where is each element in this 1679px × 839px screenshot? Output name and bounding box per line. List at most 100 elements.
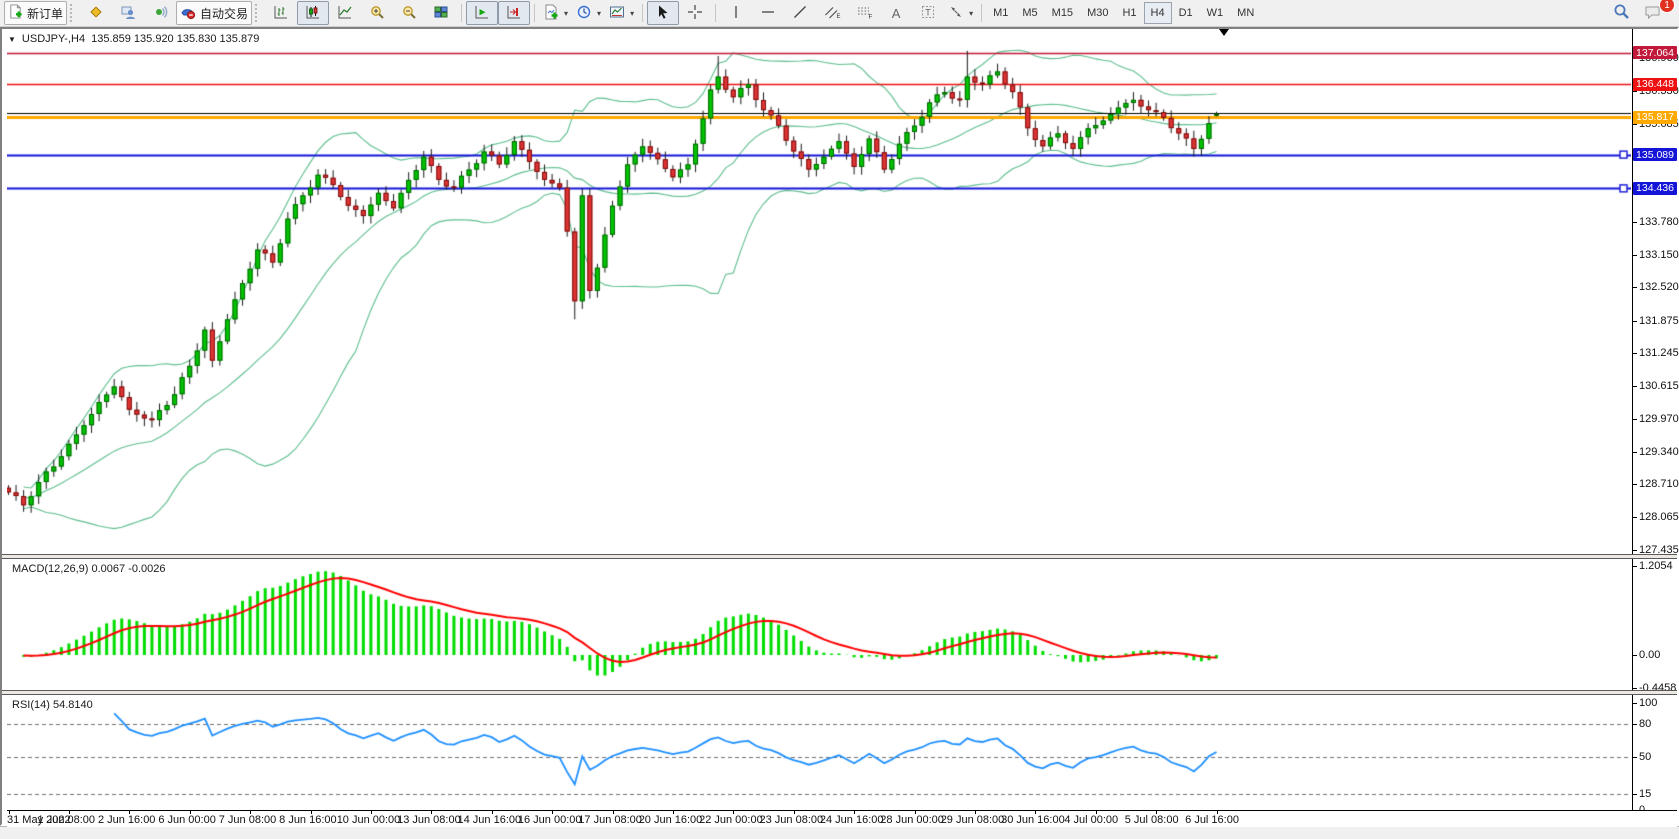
axis-tick-mark (672, 811, 674, 814)
arrows-button[interactable]: ▾ (944, 1, 977, 25)
axis-tick-label: 131.875 (1639, 314, 1679, 327)
hline-button[interactable] (752, 1, 784, 25)
fibonacci-button[interactable]: F (848, 1, 880, 25)
axis-tick-mark (1633, 353, 1637, 355)
price-line-label[interactable]: 137.064 (1633, 46, 1677, 60)
new-chart-button[interactable]: ▾ (539, 1, 572, 25)
axis-tick-label: 128.065 (1639, 511, 1679, 524)
panel-splitter[interactable] (2, 690, 1677, 695)
time-axis[interactable]: 31 May 2022 1 Jun 08:00 2 Jun 16:00 6 Jun 0… (7, 810, 1677, 827)
time-tick-label: 20 Jun 16:00 (638, 814, 703, 826)
macd-label: MACD(12,26,9) 0.0067 -0.0026 (12, 563, 166, 575)
main-chart-canvas[interactable] (7, 29, 1631, 555)
zoom-out-button[interactable] (393, 1, 425, 25)
timeframe-m1-button[interactable]: M1 (993, 7, 1009, 19)
axis-tick-label: 15 (1639, 787, 1652, 800)
new-order-label: 新订单 (27, 6, 64, 21)
new-order-button[interactable]: 新订单 (4, 1, 68, 25)
current-price-label[interactable]: 135.817 (1633, 110, 1677, 124)
axis-tick-label: 128.710 (1639, 478, 1679, 491)
trendline-button[interactable] (784, 1, 816, 25)
chart-title: ▼ USDJPY-,H4 135.859 135.920 135.830 135… (8, 33, 259, 45)
profiles-button[interactable]: ▾ (572, 1, 605, 25)
chart-ohlc-values: 135.859 135.920 135.830 135.879 (91, 33, 260, 45)
line-chart-icon (337, 4, 353, 23)
time-tick-label: 28 Jun 00:00 (880, 814, 944, 826)
panel-splitter[interactable] (2, 554, 1677, 559)
timeframe-m30-button[interactable]: M30 (1087, 7, 1109, 19)
axis-tick-label: 80 (1639, 718, 1652, 731)
toolbar-separator (981, 4, 983, 22)
profile-icon (120, 4, 136, 23)
chat-button[interactable]: 1 (1637, 0, 1675, 25)
price-line-label[interactable]: 134.436 (1633, 181, 1677, 195)
label-button[interactable]: T (912, 1, 944, 25)
cursor-button[interactable] (647, 1, 680, 25)
alerts-button[interactable] (144, 1, 176, 25)
time-tick-label: 30 Jun 16:00 (1001, 814, 1065, 826)
time-tick-label: 6 Jul 16:00 (1185, 814, 1239, 826)
tile-windows-button[interactable] (425, 1, 457, 25)
axis-tick-mark (370, 811, 372, 814)
price-line-label[interactable]: 135.089 (1633, 148, 1677, 162)
toolbar-separator (642, 4, 644, 22)
timeframe-mn-button[interactable]: MN (1237, 7, 1255, 19)
time-tick-label: 17 Jun 08:00 (578, 814, 642, 826)
toolbar: 新订单 自动交易 ▾ ▾ ▾ E F A T ▾ (0, 0, 1679, 27)
fibonacci-icon: F (856, 4, 873, 23)
axis-tick-mark (1633, 222, 1637, 224)
axis-tick-mark (1633, 793, 1637, 795)
crosshair-button[interactable] (679, 1, 711, 25)
bar-chart-button[interactable] (265, 1, 297, 25)
chevron-down-icon[interactable]: ▼ (8, 34, 16, 44)
profile-button[interactable] (112, 1, 144, 25)
autotrading-button[interactable]: 自动交易 (176, 1, 253, 25)
axis-tick-label: 129.340 (1639, 445, 1679, 458)
price-line-label[interactable]: 136.448 (1633, 77, 1677, 91)
channel-button[interactable]: E (816, 1, 848, 25)
auto-scroll-icon (474, 4, 490, 23)
text-icon: A (891, 5, 901, 21)
axis-tick-mark (1216, 811, 1218, 814)
toolbar-grip (255, 4, 262, 22)
search-button[interactable] (1605, 1, 1637, 25)
svg-text:F: F (868, 14, 872, 20)
time-tick-label: 2 Jun 16:00 (97, 814, 156, 826)
vline-button[interactable] (720, 1, 752, 25)
rsi-panel-canvas[interactable] (7, 696, 1631, 810)
axis-tick-mark (1156, 811, 1158, 814)
svg-text:E: E (836, 14, 840, 20)
axis-tick-mark (129, 811, 131, 814)
timeframe-buttons: M1 M5 M15 M30 H1 H4 D1 W1 MN (986, 2, 1261, 24)
time-tick-label: 13 Jun 08:00 (397, 814, 461, 826)
timeframe-m5-button[interactable]: M5 (1022, 7, 1038, 19)
candlestick-button[interactable] (297, 1, 330, 25)
zoom-in-button[interactable] (361, 1, 393, 25)
vline-icon (728, 4, 744, 23)
new-order-icon (8, 4, 23, 22)
templates-button[interactable]: ▾ (605, 1, 638, 25)
axis-tick-mark (1633, 566, 1637, 568)
axis-tick-mark (1633, 703, 1637, 704)
axis-tick-mark (1633, 517, 1637, 519)
timeframe-d1-button[interactable]: D1 (1178, 7, 1193, 19)
auto-scroll-button[interactable] (466, 1, 499, 25)
time-tick-label: 14 Jun 16:00 (457, 814, 522, 826)
zoom-in-icon (369, 4, 385, 23)
timeframe-h1-button[interactable]: H1 (1122, 7, 1137, 19)
chart-shift-marker[interactable] (1218, 29, 1229, 36)
axis-tick-mark (1633, 123, 1637, 125)
chart-shift-button[interactable] (498, 1, 531, 25)
text-button[interactable]: A (880, 1, 912, 25)
timeframe-w1-button[interactable]: W1 (1206, 7, 1224, 19)
axis-tick-mark (491, 811, 493, 814)
toolbar-separator (534, 4, 536, 22)
time-tick-label: 24 Jun 16:00 (819, 814, 884, 826)
timeframe-h4-button[interactable]: H4 (1143, 2, 1172, 24)
macd-panel-canvas[interactable] (7, 560, 1631, 690)
toolbar-separator (461, 4, 463, 22)
line-chart-button[interactable] (329, 1, 361, 25)
timeframe-m15-button[interactable]: M15 (1051, 7, 1074, 19)
metaeditor-button[interactable] (80, 1, 112, 25)
